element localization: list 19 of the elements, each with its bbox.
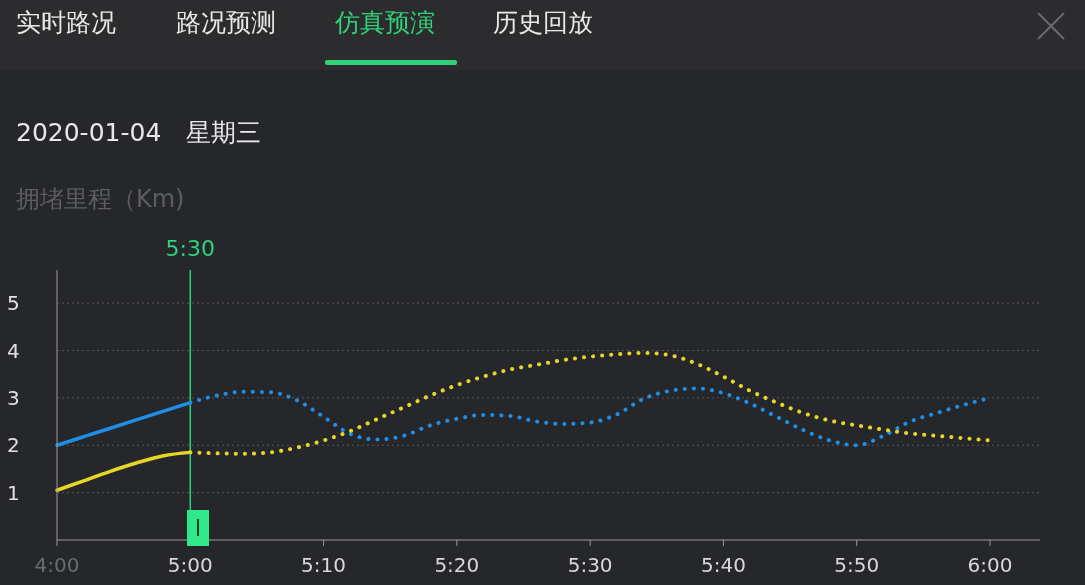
text: 仿真预演 (335, 7, 435, 39)
ref-line-label: 5:30 (164, 236, 216, 261)
y-tick-label: 5 (7, 291, 20, 316)
y-tick-label: 3 (7, 385, 20, 410)
text: 路况预测 (176, 7, 276, 39)
y-tick-label: 2 (7, 433, 20, 458)
x-tick-label: 5:30 (567, 553, 613, 577)
x-tick-label: 5:20 (434, 553, 480, 577)
x-tick-label: 5:10 (301, 553, 347, 577)
x-tick-label: 6:00 (967, 553, 1013, 577)
chart-title: 2020-01-04 星期三 (16, 117, 262, 149)
x-tick-label: 4:00 (34, 553, 80, 577)
x-tick-label: 5:50 (834, 553, 880, 577)
text: 历史回放 (493, 7, 593, 39)
y-tick-label: 4 (7, 338, 20, 363)
x-tick-label: 5:40 (700, 553, 746, 577)
y-tick-label: 1 (7, 480, 20, 505)
x-tick-label: 5:00 (167, 553, 213, 577)
text: 实时路况 (16, 7, 116, 39)
